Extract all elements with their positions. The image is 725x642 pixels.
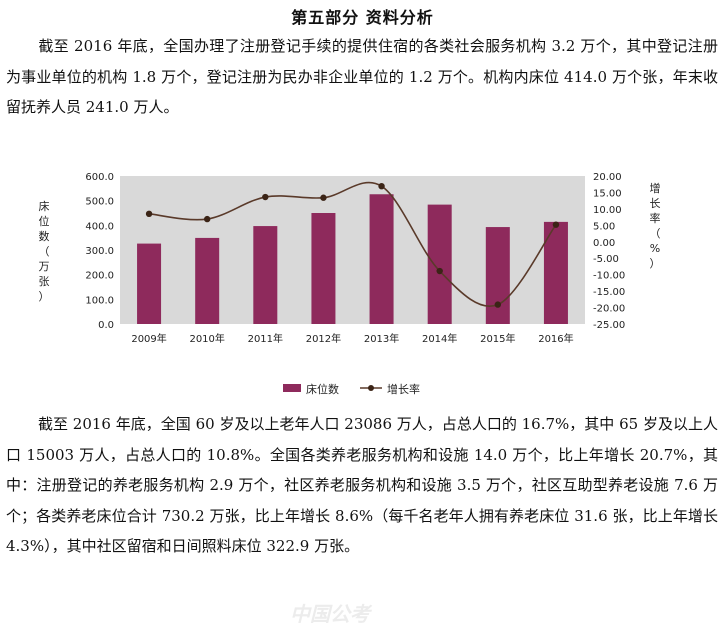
y-axis-right-label: 增长率 （% ） [650, 181, 661, 270]
axis-label-char: ） [650, 257, 661, 270]
growth-rate-point [436, 267, 443, 275]
y-tick-right: -15.00 [593, 287, 625, 298]
bed-growth-chart: 床位数 （ 万张 ） 增长率 （% ） 0.0 100.0 200.0 300.0 400.0 50… [39, 172, 661, 396]
axis-label-char: 增 [650, 181, 661, 195]
x-tick-label: 2010年 [189, 332, 224, 345]
y-tick-left: 400.0 [85, 221, 114, 232]
chart-legend: 床位数 增长率 [283, 382, 420, 396]
y-axis-left-ticks: 0.0 100.0 200.0 300.0 400.0 500.0 600.0 [85, 172, 114, 331]
paragraph-1: 截至 2016 年底，全国办理了注册登记手续的提供住宿的各类社会服务机构 3.2… [6, 31, 718, 123]
y-tick-right: -5.00 [593, 254, 619, 265]
section-heading: 第五部分 资料分析 [291, 8, 434, 27]
x-tick-label: 2014年 [422, 332, 457, 345]
axis-label-char: （ [650, 227, 661, 240]
legend-line-marker [368, 385, 374, 391]
axis-label-char: % [650, 242, 660, 255]
y-tick-left: 100.0 [85, 295, 114, 306]
y-tick-right: 5.00 [593, 221, 615, 232]
bar [427, 204, 452, 324]
growth-rate-point [320, 194, 327, 201]
axis-label-char: 万 [39, 260, 50, 273]
axis-label-char: 长 [650, 197, 661, 210]
x-tick-label: 2015年 [480, 332, 515, 345]
y-axis-left-label: 床位数 （ 万张 ） [39, 199, 50, 303]
y-tick-right: 15.00 [593, 188, 622, 199]
legend-bar-swatch [283, 384, 301, 392]
y-tick-right: -20.00 [593, 304, 625, 315]
x-axis-categories: 2009年 2010年 2011年 2012年 2013年 2014年 2015年 2016年 [131, 332, 573, 345]
growth-rate-point [552, 221, 560, 228]
x-tick-label: 2009年 [131, 332, 166, 345]
axis-label-char: 床 [39, 199, 50, 213]
growth-rate-point [494, 301, 502, 308]
x-tick-label: 2016年 [538, 332, 573, 345]
x-tick-label: 2012年 [306, 332, 341, 345]
paragraph-2: 截至 2016 年底，全国 60 岁及以上老年人口 23086 万人，占总人口的… [6, 409, 718, 562]
y-tick-left: 500.0 [85, 197, 114, 208]
x-tick-label: 2013年 [364, 332, 399, 345]
growth-rate-point [378, 182, 385, 190]
paragraph-1-text: 截至 2016 年底，全国办理了注册登记手续的提供住宿的各类社会服务机构 3.2… [6, 37, 718, 116]
y-tick-left: 200.0 [85, 271, 114, 282]
bar [485, 227, 510, 324]
y-tick-right: 10.00 [593, 205, 622, 216]
y-tick-right: 20.00 [593, 172, 622, 183]
y-tick-right: -10.00 [593, 271, 625, 282]
legend-line-label: 增长率 [387, 382, 420, 396]
growth-rate-point [145, 210, 153, 218]
y-axis-right-ticks: 20.00 15.00 10.00 5.00 0.00 -5.00 -10.00 -15.00… [593, 172, 625, 331]
bar [195, 237, 220, 324]
x-tick-label: 2011年 [248, 332, 283, 345]
paragraph-2-text: 截至 2016 年底，全国 60 岁及以上老年人口 23086 万人，占总人口的… [6, 415, 718, 555]
legend-bar-label: 床位数 [306, 382, 339, 396]
y-tick-left: 0.0 [98, 320, 114, 331]
axis-label-char: 位 [39, 214, 50, 228]
axis-label-char: ） [39, 290, 50, 303]
bar [369, 194, 394, 324]
bar [253, 226, 278, 324]
bar [311, 213, 336, 324]
axis-label-char: 率 [650, 211, 661, 225]
axis-label-char: 数 [39, 230, 50, 243]
bar-series [137, 194, 568, 324]
axis-label-char: （ [39, 245, 50, 258]
y-tick-right: -25.00 [593, 320, 625, 331]
bar [137, 243, 162, 324]
axis-label-char: 张 [39, 275, 50, 288]
line-series [145, 181, 560, 308]
watermark: 中国公考 [290, 602, 370, 626]
y-tick-right: 0.00 [593, 238, 615, 249]
growth-rate-point [203, 215, 211, 223]
y-tick-left: 300.0 [85, 246, 114, 257]
growth-rate-point [262, 193, 269, 201]
y-tick-left: 600.0 [85, 172, 114, 183]
plot-area [120, 176, 585, 324]
